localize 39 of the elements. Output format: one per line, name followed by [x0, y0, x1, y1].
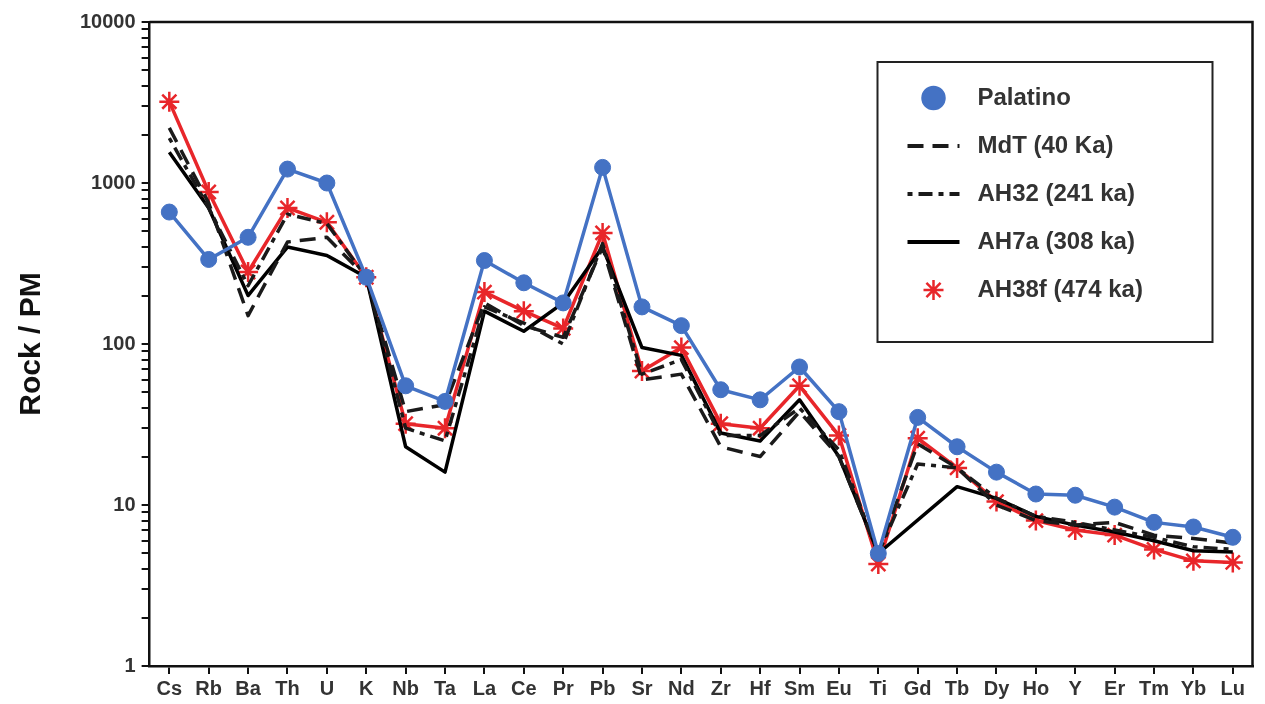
y-tick-label: 10000	[79, 9, 136, 32]
x-tick-label: Ce	[511, 676, 537, 699]
y-tick-label: 1	[124, 653, 136, 676]
x-tick-label: Dy	[983, 676, 1011, 699]
x-tick-label: Er	[1104, 676, 1126, 699]
x-tick-label: La	[472, 676, 497, 699]
x-tick-label: Pb	[589, 676, 616, 699]
x-tick-label: Eu	[826, 676, 852, 699]
x-tick-label: Zr	[710, 676, 731, 699]
x-tick-label: Th	[275, 676, 300, 699]
legend-label: AH7a (308 ka)	[977, 226, 1135, 254]
legend-label: MdT (40 Ka)	[977, 130, 1114, 158]
x-tick-label: Lu	[1220, 676, 1246, 699]
x-tick-label: Sr	[631, 676, 653, 699]
x-tick-label: Nd	[668, 676, 695, 699]
legend-label: AH32 (241 ka)	[977, 178, 1135, 206]
y-tick-label: 100	[102, 331, 136, 354]
x-tick-label: Ba	[235, 676, 262, 699]
x-tick-label: Gd	[903, 676, 932, 699]
x-tick-label: Pr	[552, 676, 574, 699]
x-tick-label: Rb	[195, 676, 223, 699]
x-tick-label: Ho	[1022, 676, 1050, 699]
x-tick-label: Nb	[392, 676, 419, 699]
x-tick-label: Tm	[1139, 676, 1170, 699]
legend-label: Palatino	[977, 82, 1071, 110]
y-tick-label: 1000	[91, 170, 136, 193]
x-tick-label: U	[319, 676, 335, 699]
legend-label: AH38f (474 ka)	[977, 274, 1143, 302]
y-tick-label: 10	[113, 492, 136, 515]
x-tick-label: Sm	[783, 676, 816, 699]
x-tick-label: Tb	[944, 676, 970, 699]
x-tick-label: K	[359, 676, 375, 699]
x-tick-label: Yb	[1180, 676, 1207, 699]
x-tick-label: Y	[1068, 676, 1083, 699]
y-axis-title: Rock / PM	[13, 272, 47, 416]
x-tick-label: Ti	[869, 676, 888, 699]
x-tick-label: Hf	[749, 676, 772, 699]
x-tick-label: Cs	[156, 676, 183, 699]
x-tick-label: Ta	[434, 676, 457, 699]
